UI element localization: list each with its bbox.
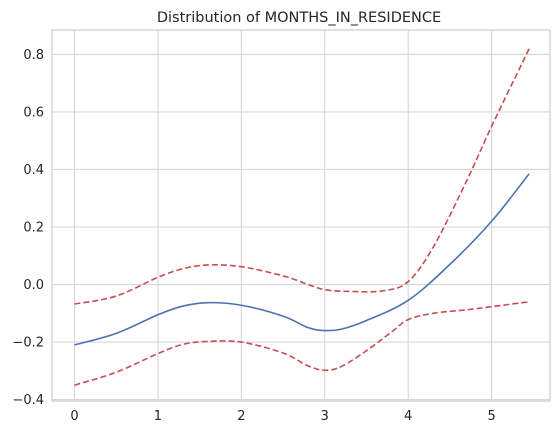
y-tick-label: 0.0	[23, 278, 44, 293]
x-tick-label: 3	[321, 409, 329, 424]
y-tick-label: −0.4	[12, 393, 44, 408]
y-tick-label: 0.4	[23, 163, 44, 178]
y-axis-ticks: −0.4 −0.2 0.0 0.2 0.4 0.6 0.8	[12, 48, 44, 408]
y-tick-label: 0.8	[23, 48, 44, 63]
x-tick-label: 4	[404, 409, 412, 424]
x-axis-ticks: 0 1 2 3 4 5	[70, 409, 495, 424]
y-tick-label: −0.2	[12, 336, 44, 351]
x-tick-label: 1	[154, 409, 162, 424]
x-tick-label: 2	[237, 409, 245, 424]
y-tick-label: 0.6	[23, 105, 44, 120]
plot-area	[52, 30, 550, 401]
chart-title: Distribution of MONTHS_IN_RESIDENCE	[157, 10, 441, 26]
x-tick-label: 5	[487, 409, 495, 424]
y-tick-label: 0.2	[23, 221, 44, 236]
x-tick-label: 0	[70, 409, 78, 424]
